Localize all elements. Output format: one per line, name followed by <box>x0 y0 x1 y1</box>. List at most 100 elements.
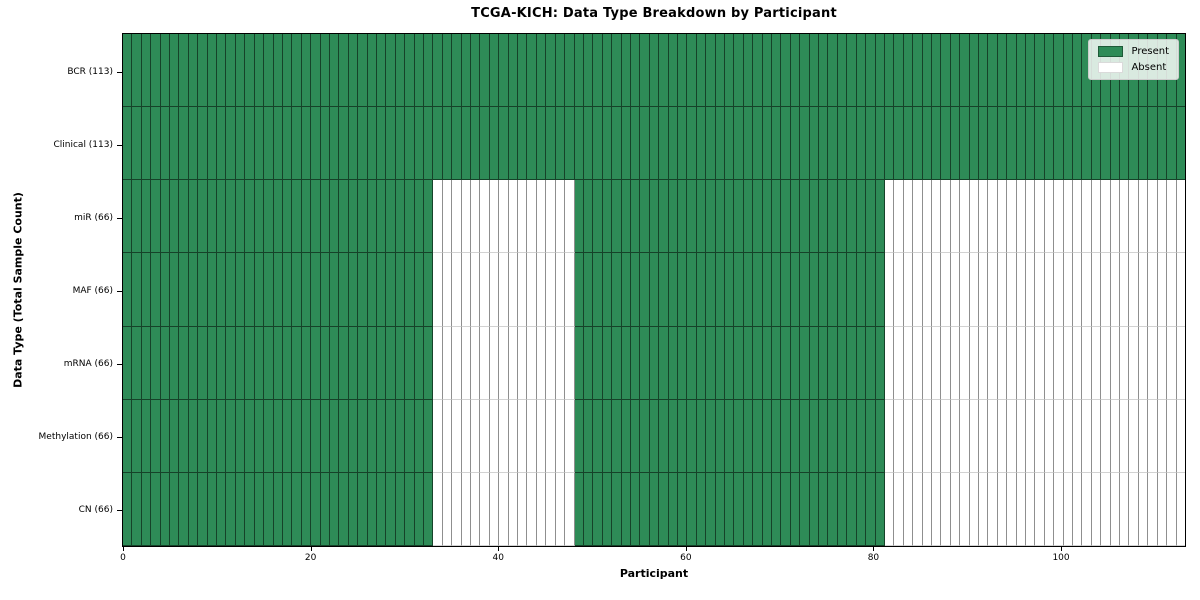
heatmap-cell <box>471 107 481 181</box>
heatmap-cell <box>969 399 979 473</box>
heatmap-cell <box>151 34 161 108</box>
heatmap-cell <box>480 180 490 254</box>
heatmap-cell <box>621 253 631 327</box>
heatmap-cell <box>884 326 895 400</box>
heatmap-cell <box>329 107 340 181</box>
legend-swatch-present-icon <box>1098 46 1124 57</box>
heatmap-cell <box>1016 180 1026 254</box>
heatmap-cell <box>969 326 979 400</box>
heatmap-cell <box>292 34 302 108</box>
heatmap-cell <box>828 180 838 254</box>
heatmap-cell <box>950 472 961 546</box>
heatmap-cell <box>649 253 660 327</box>
heatmap-cell <box>884 107 895 181</box>
heatmap-cell <box>969 472 979 546</box>
heatmap-cell <box>696 34 707 108</box>
heatmap-cell <box>922 472 932 546</box>
heatmap-cell <box>386 34 396 108</box>
heatmap-cell <box>725 399 735 473</box>
heatmap-cell <box>743 472 754 546</box>
heatmap-cell <box>442 34 453 108</box>
heatmap-cell <box>1120 107 1130 181</box>
heatmap-cell <box>555 399 566 473</box>
heatmap-cell <box>461 34 472 108</box>
heatmap-cell <box>1157 253 1168 327</box>
heatmap-cell <box>348 253 359 327</box>
heatmap-cell <box>424 253 434 327</box>
heatmap-cell <box>179 472 189 546</box>
heatmap-cell <box>593 472 603 546</box>
heatmap-cell <box>856 253 867 327</box>
heatmap-cell <box>837 326 848 400</box>
heatmap-cell <box>649 107 660 181</box>
y-tick-label: miR (66) <box>74 212 113 223</box>
heatmap-cell <box>414 472 424 546</box>
heatmap-cell <box>809 326 820 400</box>
heatmap-cell <box>1176 472 1185 546</box>
heatmap-cell <box>405 253 415 327</box>
heatmap-cell <box>132 107 142 181</box>
x-tick-label: 60 <box>680 553 692 563</box>
heatmap-cell <box>311 326 321 400</box>
heatmap-cell <box>141 472 152 546</box>
y-tick-mark <box>117 363 122 365</box>
heatmap-cell <box>649 34 660 108</box>
heatmap-cell <box>837 180 848 254</box>
heatmap-cell <box>884 253 895 327</box>
heatmap-cell <box>179 399 189 473</box>
heatmap-cell <box>668 472 678 546</box>
heatmap-cell <box>414 253 424 327</box>
heatmap-cell <box>903 253 914 327</box>
heatmap-cell <box>621 34 631 108</box>
legend: Present Absent <box>1088 39 1179 80</box>
heatmap-cell <box>1176 180 1185 254</box>
heatmap-cell <box>1016 326 1026 400</box>
heatmap-cell <box>555 472 566 546</box>
x-tick-mark <box>123 547 124 551</box>
heatmap-cell <box>1138 107 1149 181</box>
heatmap-cell <box>527 180 537 254</box>
heatmap-cell <box>207 326 218 400</box>
heatmap-cell <box>875 472 885 546</box>
heatmap-cell <box>358 34 368 108</box>
heatmap-cell <box>405 399 415 473</box>
heatmap-cell <box>217 34 227 108</box>
heatmap-cell <box>950 107 961 181</box>
heatmap-cell <box>630 326 641 400</box>
heatmap-cell <box>471 399 481 473</box>
heatmap-cell <box>875 326 885 400</box>
heatmap-cell <box>593 107 603 181</box>
heatmap-row <box>123 472 1185 546</box>
heatmap-cell <box>395 180 406 254</box>
heatmap-cell <box>1016 107 1026 181</box>
heatmap-cell <box>988 34 998 108</box>
heatmap-cell <box>583 326 594 400</box>
heatmap-cell <box>499 180 509 254</box>
heatmap-cell <box>367 34 377 108</box>
heatmap-cell <box>471 180 481 254</box>
heatmap-cell <box>856 34 867 108</box>
heatmap-cell <box>913 34 923 108</box>
heatmap-cell <box>480 399 490 473</box>
heatmap-cell <box>311 253 321 327</box>
heatmap-cell <box>612 107 622 181</box>
heatmap-cell <box>1129 253 1139 327</box>
heatmap-cell <box>536 253 547 327</box>
heatmap-cell <box>640 107 650 181</box>
heatmap-cell <box>1120 472 1130 546</box>
heatmap-cell <box>1129 326 1139 400</box>
heatmap-cell <box>1138 180 1149 254</box>
heatmap-cell <box>518 180 528 254</box>
heatmap-cell <box>950 34 961 108</box>
heatmap-cell <box>997 107 1008 181</box>
heatmap-cell <box>1082 180 1092 254</box>
y-tick-mark <box>117 217 122 219</box>
heatmap-cell <box>1063 253 1074 327</box>
heatmap-row <box>123 253 1185 327</box>
heatmap-cell <box>264 180 274 254</box>
heatmap-cell <box>978 180 989 254</box>
heatmap-cell <box>273 399 283 473</box>
heatmap-cell <box>151 107 161 181</box>
x-tick-mark <box>873 547 875 551</box>
heatmap-cell <box>367 399 377 473</box>
